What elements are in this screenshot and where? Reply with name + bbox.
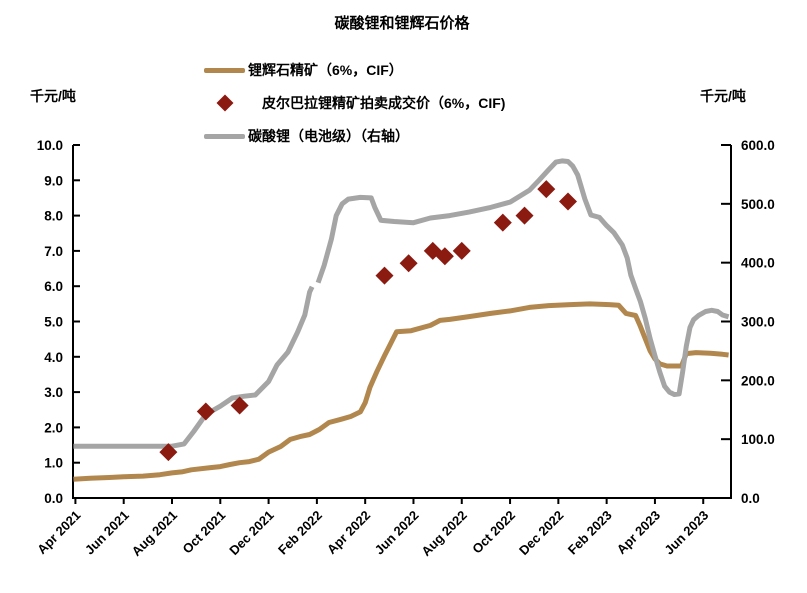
legend-label-spodumene: 锂辉石精矿（6%，CIF）: [248, 62, 403, 78]
left-axis-tick-label: 5.0: [44, 315, 63, 330]
x-axis-tick-label: Feb 2022: [275, 508, 325, 558]
x-axis-tick-label: Aug 2021: [129, 508, 180, 559]
right-axis-tick-label: 200.0: [741, 373, 775, 388]
right-axis-tick-label: 600.0: [741, 138, 775, 153]
auction-price-diamond: [559, 192, 578, 211]
left-axis-tick-label: 0.0: [44, 491, 63, 506]
spodumene-line-swatch: [204, 67, 246, 73]
carbonate-price-line: [73, 285, 315, 449]
right-axis-unit-label: 千元/吨: [700, 88, 746, 104]
right-axis-tick-label: 500.0: [741, 197, 775, 212]
left-axis-unit-label: 千元/吨: [30, 88, 76, 104]
left-axis-tick-label: 1.0: [44, 456, 63, 471]
spodumene-price-line: [73, 301, 729, 482]
line-swatch-icon: [204, 133, 245, 139]
legend: 锂辉石精矿（6%，CIF） 皮尔巴拉锂精矿拍卖成交价（6%，CIF) 碳酸锂（电…: [204, 60, 505, 159]
left-axis-tick-label: 3.0: [44, 385, 63, 400]
auction-price-diamond: [515, 206, 534, 225]
legend-label-auction: 皮尔巴拉锂精矿拍卖成交价（6%，CIF): [262, 95, 506, 111]
auction-price-diamond: [452, 241, 471, 260]
x-axis-tick-label: Aug 2022: [418, 508, 469, 559]
auction-price-diamond: [196, 402, 215, 421]
chart-title: 碳酸锂和锂辉石价格: [334, 15, 470, 32]
legend-label-carbonate: 碳酸锂（电池级）（右轴）: [248, 128, 409, 144]
legend-item-spodumene: 锂辉石精矿（6%，CIF）: [204, 60, 505, 80]
auction-price-diamond: [375, 266, 394, 285]
left-axis-tick-label: 2.0: [44, 420, 63, 435]
left-axis-tick-label: 6.0: [44, 279, 63, 294]
legend-item-carbonate: 碳酸锂（电池级）（右轴）: [204, 126, 505, 146]
carbonate-price-line: [315, 158, 730, 397]
auction-price-diamond: [399, 254, 418, 273]
x-axis-tick-label: Apr 2022: [324, 508, 373, 557]
x-axis-tick-label: Apr 2021: [34, 508, 83, 557]
left-axis-tick-label: 8.0: [44, 209, 63, 224]
carbonate-line-swatch: [204, 133, 246, 139]
x-axis-tick-label: Jun 2022: [372, 508, 422, 558]
auction-price-diamond: [537, 180, 556, 199]
auction-price-diamond: [493, 213, 512, 232]
legend-item-auction: 皮尔巴拉锂精矿拍卖成交价（6%，CIF): [204, 93, 505, 113]
left-axis-tick-label: 4.0: [44, 350, 63, 365]
left-axis-tick-label: 10.0: [37, 138, 63, 153]
x-axis-tick-label: Oct 2021: [179, 508, 228, 557]
auction-price-diamond: [159, 443, 178, 462]
left-axis-tick-label: 7.0: [44, 244, 63, 259]
x-axis-tick-label: Feb 2023: [565, 508, 615, 558]
x-axis-tick-label: Dec 2021: [226, 508, 276, 558]
left-axis-tick-label: 9.0: [44, 173, 63, 188]
x-axis-tick-label: Apr 2023: [614, 508, 663, 557]
x-axis-tick-label: Oct 2022: [469, 508, 518, 557]
x-axis-tick-label: Jun 2023: [661, 508, 711, 558]
line-swatch-icon: [204, 67, 245, 73]
auction-price-diamond: [435, 247, 454, 266]
x-axis-tick-label: Jun 2021: [82, 508, 132, 558]
auction-price-diamond: [230, 396, 249, 415]
right-axis-tick-label: 0.0: [741, 491, 760, 506]
right-axis-tick-label: 100.0: [741, 432, 775, 447]
right-axis-tick-label: 300.0: [741, 315, 775, 330]
right-axis-tick-label: 400.0: [741, 256, 775, 271]
x-axis-tick-label: Dec 2022: [516, 508, 566, 558]
